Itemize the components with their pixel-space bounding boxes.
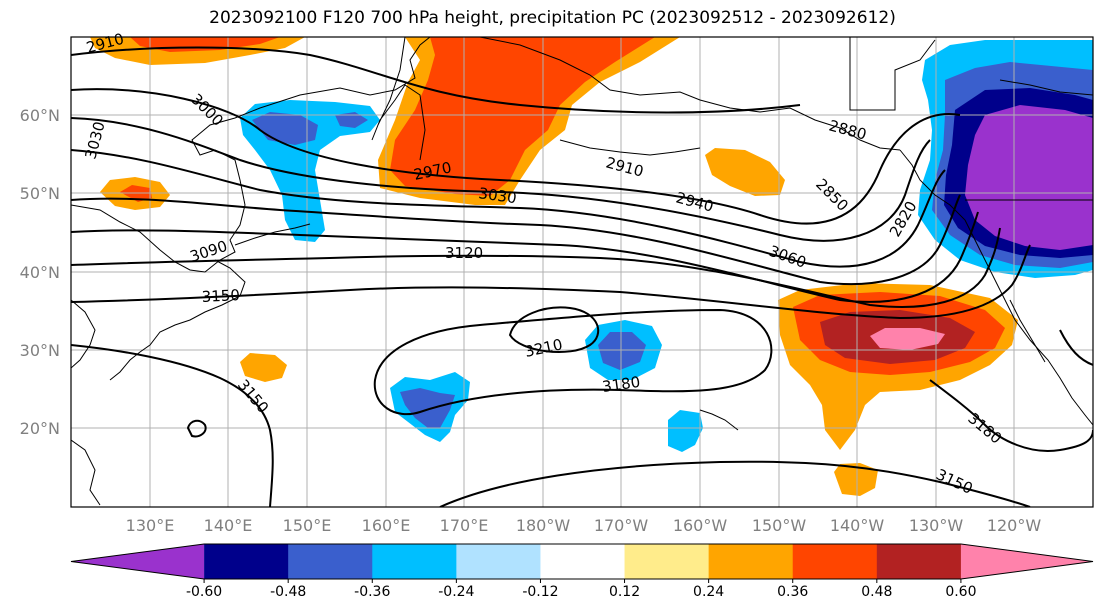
lat-label: 50°N [20,184,60,203]
lon-label: 180°W [516,516,571,535]
contour-label: 3030 [477,184,517,207]
negative-region-kuril-core-2 [335,112,368,128]
lon-label: 130°E [126,516,175,535]
lon-label: 160°W [673,516,728,535]
coast-korea [71,299,96,369]
coast-japan [109,259,246,381]
coast-aleutians [559,139,701,156]
positive-region-small-3 [834,463,878,496]
colorbar-swatch [876,544,962,579]
coast-canada [999,79,1093,96]
coast-philippines [71,439,101,506]
contour-label: 3120 [445,244,483,262]
coastlines [71,37,1093,506]
lat-label: 20°N [20,419,60,438]
colorbar-swatch [708,544,794,579]
colorbar-swatch [960,544,1093,579]
positive-region-east-pacific-peak [870,328,945,350]
lon-label: 140°W [830,516,885,535]
contour-label: 3180 [601,373,641,396]
lon-label: 170°E [440,516,489,535]
lat-label: 30°N [20,341,60,360]
colorbar-tick-label: 0.24 [693,584,724,600]
coast-baja [1009,299,1046,363]
colorbar-tick-label: 0.60 [945,584,976,600]
colorbar-swatch [288,544,373,579]
colorbar-tick-label: 0.12 [609,584,640,600]
colorbar-swatch [624,544,710,579]
colorbar-tick-label: -0.24 [438,584,474,600]
lon-label: 150°W [752,516,807,535]
colorbar-swatch [372,544,457,579]
lon-label: 160°E [362,516,411,535]
coast-north-america [899,149,1093,426]
colorbar-tick-label: 0.36 [777,584,808,600]
longitude-labels: 130°E 140°E 150°E 160°E 170°E 180°W 170°… [126,516,1042,535]
colorbar-swatch [71,544,205,579]
lon-label: 150°E [283,516,332,535]
coast-asia [71,37,431,273]
colorbar-swatch [204,544,289,579]
colorbar-tick-label: 0.48 [861,584,892,600]
lon-label: 120°W [987,516,1042,535]
graticule [71,37,1093,507]
latitude-labels: 60°N 50°N 40°N 30°N 20°N [20,106,60,438]
colorbar-tick-label: -0.12 [522,584,558,600]
positive-region-okhotsk-core [390,37,655,196]
colorbar-tick-label: -0.60 [186,584,222,600]
colorbar-tick-label: -0.36 [354,584,390,600]
contour-label: 3150 [201,286,240,306]
lat-label: 60°N [20,106,60,125]
coast-arctic [849,37,936,111]
lon-label: 130°W [909,516,964,535]
coast-hawaii [699,409,739,431]
lat-label: 40°N [20,263,60,282]
negative-region-northeast-core [965,105,1093,250]
positive-region-small-2 [240,353,287,382]
lon-label: 140°E [204,516,253,535]
lon-label: 170°W [594,516,649,535]
colorbar: -0.60 -0.48 -0.36 -0.24 -0.12 0.12 0.24 0.36 0.4… [70,543,1094,600]
shaded-precipitation [90,37,1093,496]
height-contours [71,46,1093,507]
map-frame [70,36,1094,508]
colorbar-swatch [792,544,878,579]
negative-region-central-1-core [400,388,455,428]
colorbar-swatch [540,544,626,579]
coast-kamchatka [371,37,426,161]
positive-region-gulf [705,148,785,196]
coast-alaska [479,37,901,151]
map-title: 2023092100 F120 700 hPa height, precipit… [209,8,896,28]
negative-region-hawaii [668,410,703,452]
colorbar-tick-label: -0.48 [270,584,306,600]
negative-region-central-2-core [598,332,646,370]
colorbar-swatch [456,544,541,579]
coast-kuril [234,223,311,246]
